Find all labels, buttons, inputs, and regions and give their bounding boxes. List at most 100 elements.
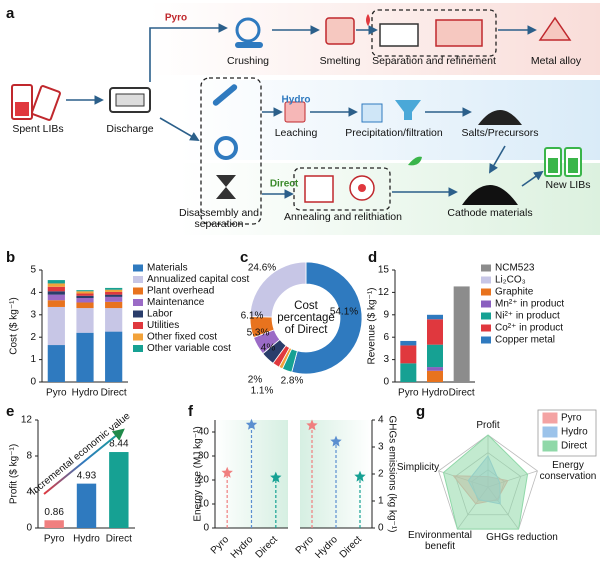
smelting-icon xyxy=(325,17,355,45)
bar-segment xyxy=(76,308,94,333)
arrows xyxy=(66,23,544,199)
panel-label: e xyxy=(6,403,14,420)
star-marker xyxy=(245,418,258,430)
donut-segment xyxy=(291,261,363,375)
star-marker xyxy=(354,470,366,482)
data-label: 5.3% xyxy=(247,328,270,339)
legend-label: Li₂CO₃ xyxy=(495,275,526,286)
panel-label: f xyxy=(188,403,194,420)
y-tick-label: 3 xyxy=(383,354,389,365)
data-label: 4% xyxy=(261,343,276,354)
legend-swatch xyxy=(481,288,491,296)
icons xyxy=(11,14,582,205)
legend-label: Graphite xyxy=(495,287,534,298)
node-label: Salts/Precursors xyxy=(461,128,539,139)
y-tick-label: 2 xyxy=(378,469,384,480)
node-label-box: Annealing and relithiation xyxy=(284,212,402,223)
bar-segment xyxy=(105,294,123,297)
data-label: 24.6% xyxy=(248,263,276,274)
legend-label: Hydro xyxy=(561,427,588,438)
radar-area xyxy=(442,434,529,530)
bar-segment xyxy=(400,340,417,346)
y-tick-label: 1 xyxy=(378,496,384,507)
bar-segment xyxy=(47,283,65,287)
y-tick-label: 0 xyxy=(203,523,209,534)
hydro-band xyxy=(180,80,600,160)
radar-axis-label: Profit xyxy=(476,420,500,431)
panel-label: a xyxy=(6,5,15,22)
node-label: New LIBs xyxy=(545,180,591,191)
tool-icon xyxy=(212,84,238,106)
star-marker xyxy=(270,471,282,483)
leaf-icon xyxy=(408,156,422,166)
arrow xyxy=(149,23,228,82)
route-label: Pyro xyxy=(165,13,187,24)
x-tick-label: Direct xyxy=(101,388,127,399)
y-tick-label: 8 xyxy=(26,451,32,462)
y-tick-label: 4 xyxy=(30,287,36,298)
y-tick-label: 2 xyxy=(30,332,36,343)
data-label: 1.1% xyxy=(251,386,274,397)
node-label-box: Precipitation/filtration xyxy=(345,128,442,139)
x-tick-label: Direct xyxy=(106,534,132,545)
bar-segment xyxy=(427,370,443,382)
legend-label: Annualized capital cost xyxy=(147,274,250,285)
bar-segment xyxy=(47,280,65,284)
salts-icon xyxy=(478,110,522,125)
precip-icon xyxy=(361,103,383,123)
bar-segment xyxy=(105,301,123,309)
legend-swatch xyxy=(481,312,491,320)
flame-icon xyxy=(366,14,370,26)
data-label: 8.44 xyxy=(109,439,129,450)
bar-segment xyxy=(105,289,123,292)
legend-swatch xyxy=(481,264,491,272)
node-label-box: Smelting xyxy=(320,56,361,67)
donut-segment xyxy=(281,348,298,373)
x-tick-label: Hydro xyxy=(73,534,100,545)
data-label: 6.1% xyxy=(241,311,264,322)
bar-segment xyxy=(105,287,123,290)
x-tick-label: Direct xyxy=(449,388,475,399)
node-label-box: Metal alloy xyxy=(531,56,581,67)
bar-segment xyxy=(400,345,417,364)
bar-segment xyxy=(427,319,443,345)
bar-segment xyxy=(105,291,123,295)
panel-label: g xyxy=(416,403,425,420)
node-label-box: Cathode materials xyxy=(447,208,532,219)
bar-segment xyxy=(47,286,65,292)
node-label: Crushing xyxy=(226,56,270,67)
x-tick-label: Hydro xyxy=(229,534,256,561)
relith-icon xyxy=(358,184,366,192)
arrow xyxy=(521,170,544,187)
legend-label: Pyro xyxy=(561,413,582,424)
bar-segment xyxy=(47,300,65,307)
node-label-box: Separation and refinement xyxy=(372,56,496,67)
y-tick-label: 9 xyxy=(383,309,389,320)
y-tick-label: 30 xyxy=(198,451,210,462)
bar-segment xyxy=(76,302,94,309)
x-tick-label: Hydro xyxy=(313,534,340,561)
legend-label: NCM523 xyxy=(495,263,535,274)
furnace-icon xyxy=(304,175,334,203)
panel-label: d xyxy=(368,249,377,266)
radar-axis-label: Energy conservation xyxy=(539,460,597,482)
separation-icon xyxy=(379,23,419,47)
battery-icon xyxy=(31,85,61,121)
disassembly-box xyxy=(200,77,262,225)
bar-segment xyxy=(400,363,417,382)
donut-segment xyxy=(249,261,307,318)
bar-segment xyxy=(76,298,94,303)
radar-axis-label-box: Profit xyxy=(476,420,500,431)
node-label-box: Spent LIBs xyxy=(12,124,63,135)
donut-segment xyxy=(253,329,281,355)
star-marker xyxy=(330,435,342,447)
gear-icon xyxy=(214,136,238,160)
bar-segment xyxy=(105,296,123,302)
route-label: Hydro xyxy=(282,95,311,106)
legend-label: Mn²⁺ in product xyxy=(495,299,564,310)
bar xyxy=(76,483,97,528)
center-text-box: Cost percentage of Direct xyxy=(277,300,335,336)
legend-swatch xyxy=(133,299,143,306)
filter-icon xyxy=(395,100,421,120)
legend-swatch xyxy=(133,345,143,352)
